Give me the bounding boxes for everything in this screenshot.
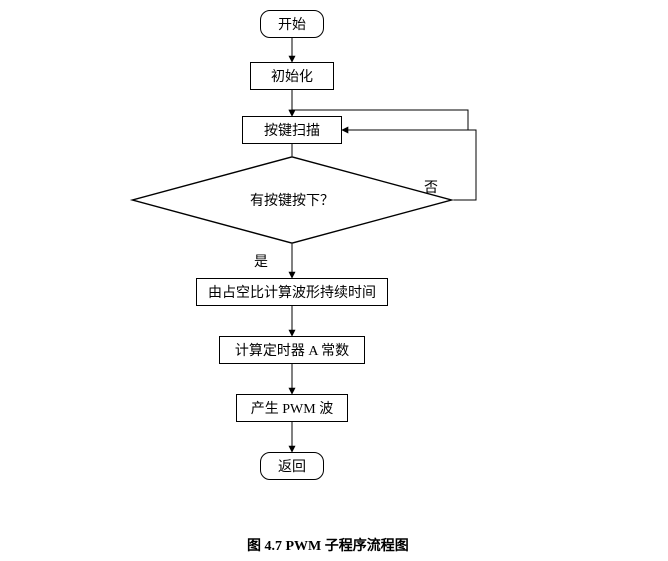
node-calc2-label: 计算定时器 A 常数 [235,340,349,360]
node-start-label: 开始 [278,14,306,34]
figure-caption: 图 4.7 PWM 子程序流程图 [247,535,409,555]
node-init-label: 初始化 [271,66,313,86]
node-scan-label: 按键扫描 [264,120,320,140]
node-pwm: 产生 PWM 波 [236,394,348,422]
node-start: 开始 [260,10,324,38]
node-decision-label-wrap: 有按键按下？ [177,169,407,231]
node-pwm-label: 产生 PWM 波 [251,398,333,418]
label-yes: 是 [254,251,268,271]
node-calc2: 计算定时器 A 常数 [219,336,365,364]
node-decision-label: 有按键按下？ [250,190,334,210]
node-calc1-label: 由占空比计算波形持续时间 [208,282,376,302]
label-no: 否 [424,177,438,197]
node-calc1: 由占空比计算波形持续时间 [196,278,388,306]
node-scan: 按键扫描 [242,116,342,144]
node-init: 初始化 [250,62,334,90]
node-return-label: 返回 [278,456,306,476]
node-return: 返回 [260,452,324,480]
flowchart-canvas: 开始 初始化 按键扫描 有按键按下？ 由占空比计算波形持续时间 计算定时器 A … [0,0,668,561]
